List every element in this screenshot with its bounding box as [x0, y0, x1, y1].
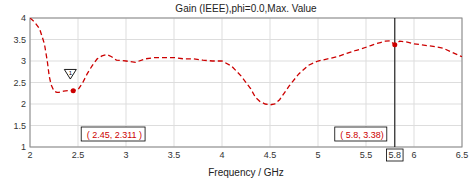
x-tick-label: 4.5	[264, 150, 277, 160]
grid	[30, 18, 462, 147]
x-tick-label: 5.5	[360, 150, 373, 160]
annotation-box	[335, 127, 387, 141]
y-tick-label: 1.5	[13, 121, 26, 131]
x-tick-label: 3.5	[168, 150, 181, 160]
x-tick-label: 5.8	[389, 150, 402, 160]
curve	[30, 18, 462, 105]
x-tick-label: 2.5	[72, 150, 85, 160]
annotation: ( 2.45, 2.311 )	[81, 127, 145, 141]
x-tick-label: 4	[219, 150, 224, 160]
title: Gain (IEEE),phi=0.0,Max. Value	[175, 3, 317, 14]
plot-area	[30, 18, 462, 147]
y-tick-label: 1	[21, 142, 26, 152]
x-tick-label: 3	[123, 150, 128, 160]
y-tick-label: 2.5	[13, 78, 26, 88]
annotation: ( 5.8, 3.38)	[335, 127, 387, 141]
chart: 1 1.5 2 2.5 3 3.5 4 2 2.5 3 3.5 4 4.5 5 5.5 5.8 6 6.5 Gain…	[0, 0, 474, 181]
data	[30, 18, 462, 147]
x-tick-label: 6.5	[456, 150, 469, 160]
x-axis-label: Frequency / GHz	[208, 167, 284, 178]
cursor-label: 1	[69, 70, 73, 76]
tick-label-box	[387, 149, 404, 161]
annotations: 1 ( 2.45, 2.311 ) ( 5.8, 3.38)	[69, 70, 387, 141]
annotation-point	[392, 42, 397, 47]
plot-frame	[30, 18, 462, 147]
y-tick-label: 2	[21, 99, 26, 109]
annotation-text: ( 5.8, 3.38)	[338, 130, 384, 140]
y-tick-label: 3	[21, 56, 26, 66]
x-tick-label: 2	[27, 150, 32, 160]
annotation-box	[81, 127, 145, 141]
grid-line	[30, 104, 462, 105]
grid-line	[30, 39, 462, 40]
x-tick-label: 5	[315, 150, 320, 160]
annotation-text: ( 2.45, 2.311 )	[84, 130, 142, 140]
x-tick-label: 6	[411, 150, 416, 160]
axes: 1 1.5 2 2.5 3 3.5 4 2 2.5 3 3.5 4 4.5 5 5.5 5.8 6 6.5	[13, 13, 468, 161]
vertical-line	[394, 18, 395, 147]
y-tick-label: 4	[21, 13, 26, 23]
cursor-marker	[64, 69, 76, 79]
annotation-point	[71, 88, 76, 93]
grid-line	[394, 18, 395, 147]
y-tick-label: 3.5	[13, 35, 26, 45]
grid-line	[30, 125, 462, 126]
